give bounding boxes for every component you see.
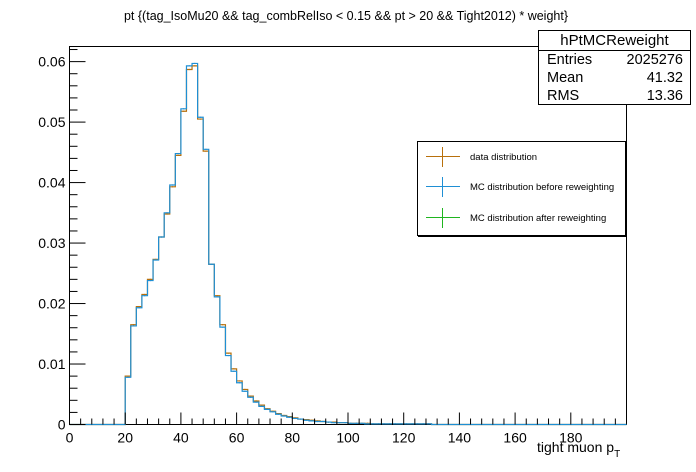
stats-row-rms: RMS 13.36 xyxy=(539,87,690,105)
y-tick-label: 0.02 xyxy=(38,296,65,312)
stats-label: Mean xyxy=(547,70,584,86)
legend-item-mc-before: MC distribution before reweighting xyxy=(426,177,614,197)
stats-box-title: hPtMCReweight xyxy=(539,31,690,51)
y-tick-label: 0.04 xyxy=(38,175,65,191)
legend-label: MC distribution after reweighting xyxy=(470,212,607,224)
y-tick-label: 0.05 xyxy=(38,114,65,130)
legend-label: data distribution xyxy=(470,151,538,163)
legend-marker-mc-before xyxy=(426,177,460,197)
x-tick-label: 20 xyxy=(117,430,133,446)
legend-marker-data xyxy=(426,147,460,167)
x-tick-label: 140 xyxy=(448,430,472,446)
x-tick-label: 60 xyxy=(229,430,245,446)
legend-marker-vline xyxy=(442,147,444,167)
stats-value: 13.36 xyxy=(646,88,683,104)
y-tick-label: 0.06 xyxy=(38,54,65,70)
x-axis-title: tight muon pT xyxy=(537,439,620,460)
legend: data distribution MC distribution before… xyxy=(417,141,626,236)
legend-item-data: data distribution xyxy=(426,147,537,167)
series-layer xyxy=(69,62,627,426)
x-axis-title-subscript: T xyxy=(614,449,620,460)
legend-marker-vline xyxy=(442,208,444,228)
axis-layer: 0 20 40 60 80 100 120 140 160 180 0 0.01 0.02 0.03 0.0… xyxy=(38,49,616,446)
legend-marker-mc-after xyxy=(426,208,460,228)
x-tick-label: 0 xyxy=(66,430,74,446)
x-axis-title-main: tight muon p xyxy=(537,439,614,455)
stats-label: RMS xyxy=(547,88,580,104)
chart-title: pt {(tag_IsoMu20 && tag_combRelIso < 0.1… xyxy=(124,9,568,23)
stats-box: hPtMCReweight Entries 2025276 Mean 41.32… xyxy=(538,30,691,105)
legend-item-mc-after: MC distribution after reweighting xyxy=(426,208,606,228)
y-tick-label: 0 xyxy=(58,417,66,433)
stats-row-mean: Mean 41.32 xyxy=(539,69,690,87)
legend-label: MC distribution before reweighting xyxy=(470,181,615,193)
stats-label: Entries xyxy=(547,52,593,68)
y-tick-label: 0.01 xyxy=(38,356,65,372)
histogram-series-0 xyxy=(69,65,627,426)
legend-marker-vline xyxy=(442,177,444,197)
x-tick-label: 40 xyxy=(173,430,189,446)
x-tick-label: 180 xyxy=(559,430,583,446)
stats-value: 2025276 xyxy=(626,52,683,68)
x-tick-label: 120 xyxy=(392,430,416,446)
stats-value: 41.32 xyxy=(646,70,683,86)
x-tick-label: 160 xyxy=(503,430,527,446)
histogram-series-1 xyxy=(69,62,627,426)
x-tick-label: 100 xyxy=(336,430,360,446)
y-tick-label: 0.03 xyxy=(38,235,65,251)
stats-row-entries: Entries 2025276 xyxy=(539,51,690,69)
x-tick-label: 80 xyxy=(285,430,301,446)
